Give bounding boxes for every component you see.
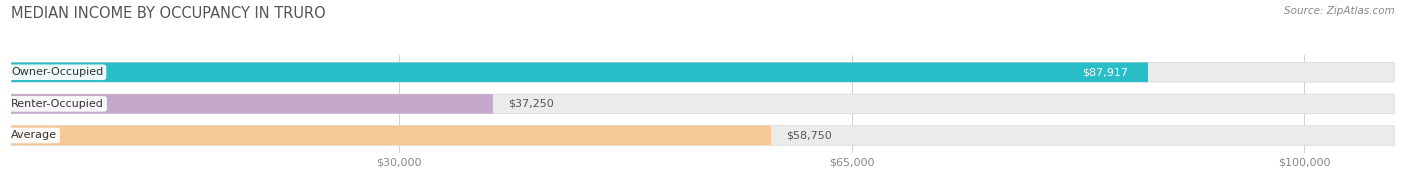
Text: $87,917: $87,917 bbox=[1083, 67, 1129, 77]
FancyBboxPatch shape bbox=[11, 94, 494, 114]
FancyBboxPatch shape bbox=[11, 63, 1149, 82]
FancyBboxPatch shape bbox=[11, 94, 1395, 114]
FancyBboxPatch shape bbox=[11, 126, 1395, 145]
FancyBboxPatch shape bbox=[11, 126, 770, 145]
Text: Owner-Occupied: Owner-Occupied bbox=[11, 67, 104, 77]
Text: $37,250: $37,250 bbox=[509, 99, 554, 109]
Text: $58,750: $58,750 bbox=[786, 131, 832, 141]
Text: Source: ZipAtlas.com: Source: ZipAtlas.com bbox=[1284, 6, 1395, 16]
Text: Renter-Occupied: Renter-Occupied bbox=[11, 99, 104, 109]
Text: Average: Average bbox=[11, 131, 58, 141]
Text: MEDIAN INCOME BY OCCUPANCY IN TRURO: MEDIAN INCOME BY OCCUPANCY IN TRURO bbox=[11, 6, 326, 21]
FancyBboxPatch shape bbox=[11, 63, 1395, 82]
